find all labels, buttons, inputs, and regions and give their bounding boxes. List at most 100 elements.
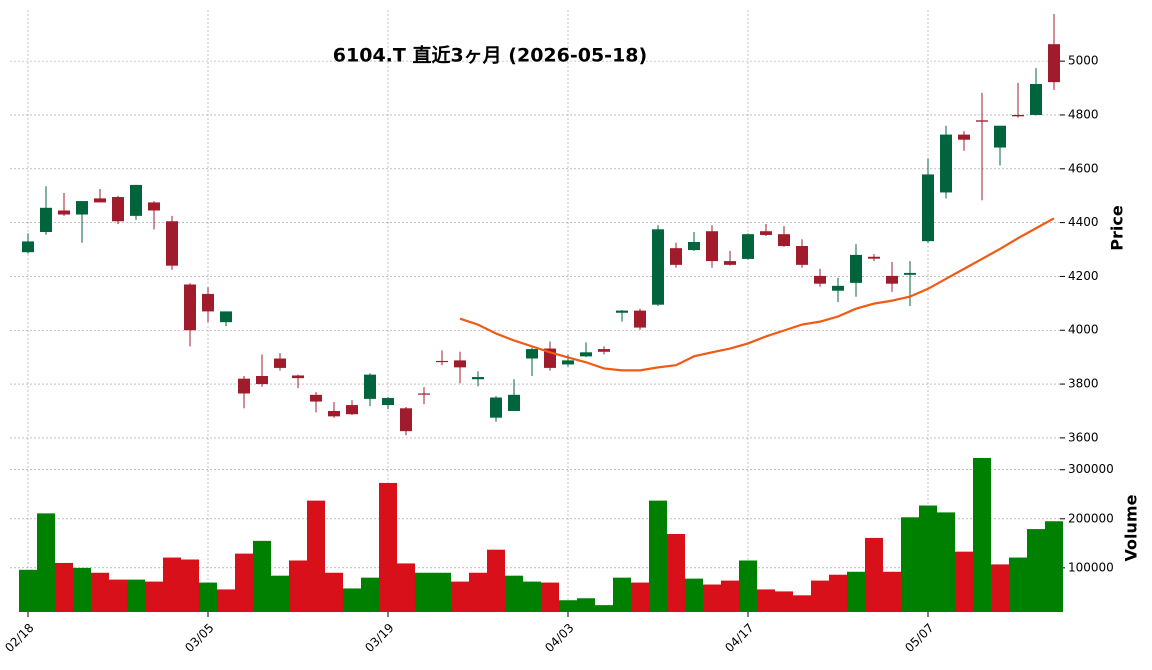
volume-bar bbox=[1027, 529, 1045, 612]
volume-bar bbox=[217, 589, 235, 612]
volume-bar bbox=[559, 600, 577, 612]
volume-bar bbox=[955, 551, 973, 612]
volume-bar bbox=[343, 588, 361, 612]
volume-bar bbox=[55, 562, 73, 612]
candle-body bbox=[148, 202, 160, 211]
volume-bar bbox=[415, 572, 433, 612]
volume-bar bbox=[685, 578, 703, 612]
volume-bar bbox=[253, 540, 271, 612]
volume-tick-label: 100000 bbox=[1068, 560, 1114, 574]
volume-bar bbox=[721, 580, 739, 612]
candle-body bbox=[112, 197, 124, 222]
candle-body bbox=[166, 221, 178, 266]
candle-body bbox=[670, 248, 682, 265]
candle-body bbox=[22, 241, 34, 253]
volume-bar bbox=[991, 564, 1009, 612]
candle-body bbox=[778, 234, 790, 247]
candle-body bbox=[310, 394, 322, 402]
volume-bar bbox=[487, 549, 505, 612]
candle-body bbox=[454, 360, 466, 368]
candle-body bbox=[1012, 114, 1024, 117]
candle-body bbox=[220, 311, 232, 323]
candle-body bbox=[598, 349, 610, 352]
volume-bar bbox=[883, 571, 901, 612]
x-tick-label: 03/19 bbox=[362, 621, 396, 655]
candle-body bbox=[940, 134, 952, 193]
candle-body bbox=[238, 378, 250, 394]
candle-body bbox=[130, 184, 142, 216]
x-tick-label: 04/17 bbox=[722, 621, 756, 655]
volume-bar bbox=[199, 582, 217, 612]
candle-body bbox=[274, 358, 286, 368]
candle-body bbox=[688, 241, 700, 251]
volume-bar bbox=[181, 559, 199, 612]
candle-body bbox=[94, 198, 106, 203]
candle-body bbox=[724, 261, 736, 265]
candle-body bbox=[868, 256, 880, 259]
volume-tick-label: 200000 bbox=[1068, 511, 1114, 525]
volume-bar bbox=[541, 582, 559, 612]
y-tick-label: 4600 bbox=[1068, 161, 1099, 175]
candle-body bbox=[994, 125, 1006, 148]
volume-bar bbox=[145, 581, 163, 612]
candle-body bbox=[742, 234, 754, 259]
volume-bar bbox=[649, 500, 667, 612]
candle-body bbox=[652, 229, 664, 305]
volume-bar bbox=[901, 517, 919, 612]
candle-body bbox=[382, 398, 394, 406]
candle-body bbox=[850, 254, 862, 283]
volume-bar bbox=[235, 553, 253, 612]
y-tick-label: 5000 bbox=[1068, 54, 1099, 68]
candle-body bbox=[508, 394, 520, 411]
volume-bar bbox=[379, 482, 397, 612]
volume-bar bbox=[811, 580, 829, 612]
candle-body bbox=[760, 231, 772, 235]
candle-body bbox=[292, 375, 304, 379]
volume-bar bbox=[1045, 521, 1063, 612]
volume-bar bbox=[667, 533, 685, 612]
volume-bar bbox=[433, 572, 451, 612]
chart-title: 6104.T 直近3ヶ月 (2026-05-18) bbox=[333, 44, 647, 67]
volume-axis-label: Volume bbox=[1122, 494, 1141, 561]
volume-bar bbox=[793, 595, 811, 612]
volume-bar bbox=[577, 598, 595, 612]
candle-body bbox=[58, 210, 70, 215]
candle-body bbox=[580, 352, 592, 357]
candle-body bbox=[1030, 84, 1042, 115]
volume-bar bbox=[757, 589, 775, 612]
candle-body bbox=[904, 272, 916, 275]
x-tick-label: 04/03 bbox=[542, 621, 576, 655]
volume-bar bbox=[919, 505, 937, 612]
volume-bar bbox=[613, 577, 631, 612]
volume-bar bbox=[829, 574, 847, 612]
candle-body bbox=[184, 284, 196, 331]
volume-bar bbox=[307, 500, 325, 612]
candle-body bbox=[958, 134, 970, 140]
candle-body bbox=[256, 375, 268, 385]
candle-body bbox=[706, 231, 718, 262]
y-tick-label: 3600 bbox=[1068, 430, 1099, 444]
volume-bar bbox=[397, 563, 415, 612]
x-tick-label: 05/07 bbox=[902, 621, 936, 655]
volume-bar bbox=[451, 581, 469, 612]
volume-bar bbox=[325, 572, 343, 612]
candle-body bbox=[634, 310, 646, 328]
volume-bar bbox=[523, 581, 541, 612]
candle-body bbox=[886, 275, 898, 284]
candle-body bbox=[526, 349, 538, 359]
x-tick-label: 02/18 bbox=[2, 621, 36, 655]
y-tick-label: 4800 bbox=[1068, 107, 1099, 121]
candle-body bbox=[922, 174, 934, 242]
candle-body bbox=[202, 293, 214, 312]
volume-bar bbox=[505, 575, 523, 612]
volume-bar bbox=[775, 591, 793, 612]
volume-bar bbox=[289, 560, 307, 612]
volume-tick-label: 300000 bbox=[1068, 462, 1114, 476]
candle-body bbox=[1048, 44, 1060, 83]
volume-bar bbox=[739, 560, 757, 612]
y-tick-label: 4000 bbox=[1068, 323, 1099, 337]
candle-body bbox=[616, 310, 628, 313]
volume-bar bbox=[1009, 557, 1027, 612]
volume-bar bbox=[865, 537, 883, 612]
